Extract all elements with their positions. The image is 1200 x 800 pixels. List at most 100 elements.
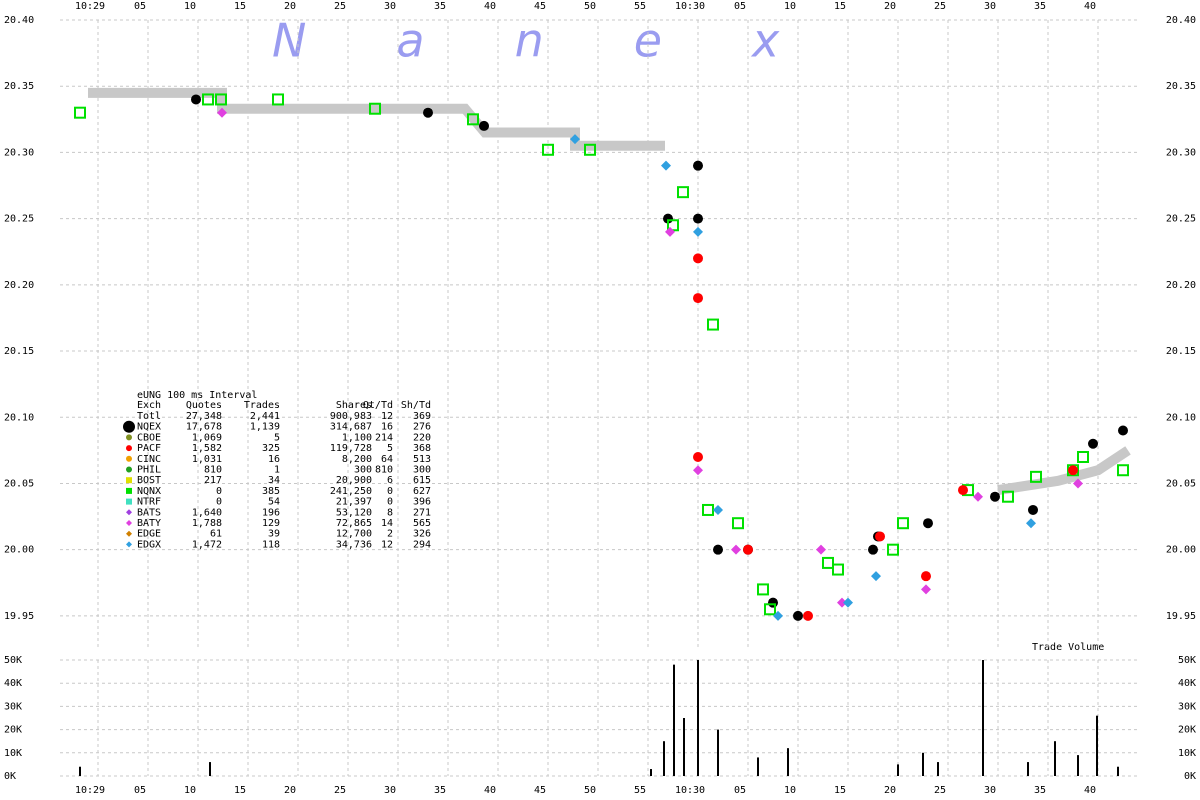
y-tick-label: 20.10 (4, 412, 34, 423)
table-cell: 615 (413, 475, 431, 486)
volume-bar (922, 752, 924, 776)
volume-bar (1077, 755, 1079, 776)
x-tick-label: 05 (734, 785, 746, 796)
table-cell: CINC (137, 454, 161, 465)
y-tick-label: 20.15 (4, 346, 34, 357)
table-cell: 0 (216, 486, 222, 497)
y-tick-label: 50K (1178, 655, 1196, 666)
x-tick-label: 10 (784, 785, 796, 796)
table-cell: 39 (268, 529, 280, 540)
trade-point (1077, 450, 1089, 463)
trade-point (921, 584, 931, 595)
table-cell: 0 (387, 497, 393, 508)
trade-point (757, 583, 769, 596)
y-tick-label: 20.40 (4, 15, 34, 26)
table-cell: 314,687 (330, 422, 372, 433)
trade-point (958, 485, 968, 496)
y-tick-label: 30K (4, 701, 22, 712)
legend-marker (126, 487, 132, 494)
y-tick-label: 40K (4, 678, 22, 689)
x-tick-label: 10:29 (75, 785, 105, 796)
trade-point (868, 544, 878, 555)
trade-point (713, 504, 723, 515)
trade-point (479, 120, 489, 131)
table-cell: NQEX (137, 422, 161, 433)
trade-point (803, 610, 813, 621)
x-tick-label: 35 (434, 785, 446, 796)
x-tick-label: 40 (484, 785, 496, 796)
x-tick-label: 05 (734, 1, 746, 12)
volume-bar (663, 741, 665, 776)
y-tick-label: 50K (4, 655, 22, 666)
table-cell: 119,728 (330, 443, 372, 454)
y-tick-label: 10K (1178, 748, 1196, 759)
x-tick-label: 10:29 (75, 1, 105, 12)
table-cell: 1,069 (192, 432, 222, 443)
y-tick-label: 0K (1184, 771, 1196, 782)
volume-bar (79, 766, 81, 776)
table-cell: 12 (381, 411, 393, 422)
x-tick-label: 50 (584, 1, 596, 12)
trade-point (570, 134, 580, 145)
table-cell: 1,139 (250, 422, 280, 433)
x-tick-label: 15 (834, 785, 846, 796)
table-cell: 565 (413, 518, 431, 529)
table-cell: 6 (387, 475, 393, 486)
x-tick-label: 25 (334, 785, 346, 796)
trade-point (693, 451, 703, 462)
x-tick-label: 10:30 (675, 785, 705, 796)
trade-point (871, 571, 881, 582)
table-cell: 385 (262, 486, 280, 497)
table-title: eUNG 100 ms Interval (137, 390, 257, 401)
trade-point (665, 226, 675, 237)
table-cell: 810 (204, 465, 222, 476)
table-cell: 1,031 (192, 454, 222, 465)
trade-point (816, 544, 826, 555)
x-tick-label: 30 (384, 785, 396, 796)
table-cell: 1,472 (192, 539, 222, 550)
table-cell: 1 (274, 465, 280, 476)
volume-bar (650, 769, 652, 776)
legend-marker (126, 455, 132, 462)
trade-point (272, 93, 284, 106)
table-header: Shares (336, 400, 372, 411)
table-cell: 12,700 (336, 529, 372, 540)
trade-point (369, 102, 381, 115)
table-cell: 64 (381, 454, 393, 465)
y-tick-label: 20.05 (1166, 478, 1196, 489)
trade-point (793, 610, 803, 621)
table-cell: 1,582 (192, 443, 222, 454)
table-cell: 368 (413, 443, 431, 454)
x-tick-label: 05 (134, 785, 146, 796)
table-cell: 61 (210, 529, 222, 540)
table-cell: EDGX (137, 539, 161, 550)
trade-point (832, 563, 844, 576)
trade-point (764, 603, 776, 616)
legend-marker (126, 509, 132, 516)
trade-point (822, 556, 834, 569)
x-tick-label: 45 (534, 1, 546, 12)
trade-point (202, 93, 214, 106)
table-cell: PHIL (137, 465, 161, 476)
trade-point (584, 143, 596, 156)
y-tick-label: 20.35 (4, 81, 34, 92)
table-cell: 118 (262, 539, 280, 550)
table-cell: BATY (137, 518, 161, 529)
trade-point (693, 160, 703, 171)
trade-point (1030, 470, 1042, 483)
table-cell: 2,441 (250, 411, 280, 422)
table-cell: 300 (413, 465, 431, 476)
legend-marker (126, 466, 132, 473)
trade-point (732, 517, 744, 530)
x-tick-label: 45 (534, 785, 546, 796)
table-cell: 627 (413, 486, 431, 497)
table-cell: 214 (375, 432, 393, 443)
trade-point (693, 465, 703, 476)
y-tick-label: 20.00 (4, 545, 34, 556)
trade-point (713, 544, 723, 555)
trade-point (542, 143, 554, 156)
table-cell: 17,678 (186, 422, 222, 433)
trade-point (707, 318, 719, 331)
table-cell: 513 (413, 454, 431, 465)
y-tick-label: 20.30 (1166, 147, 1196, 158)
